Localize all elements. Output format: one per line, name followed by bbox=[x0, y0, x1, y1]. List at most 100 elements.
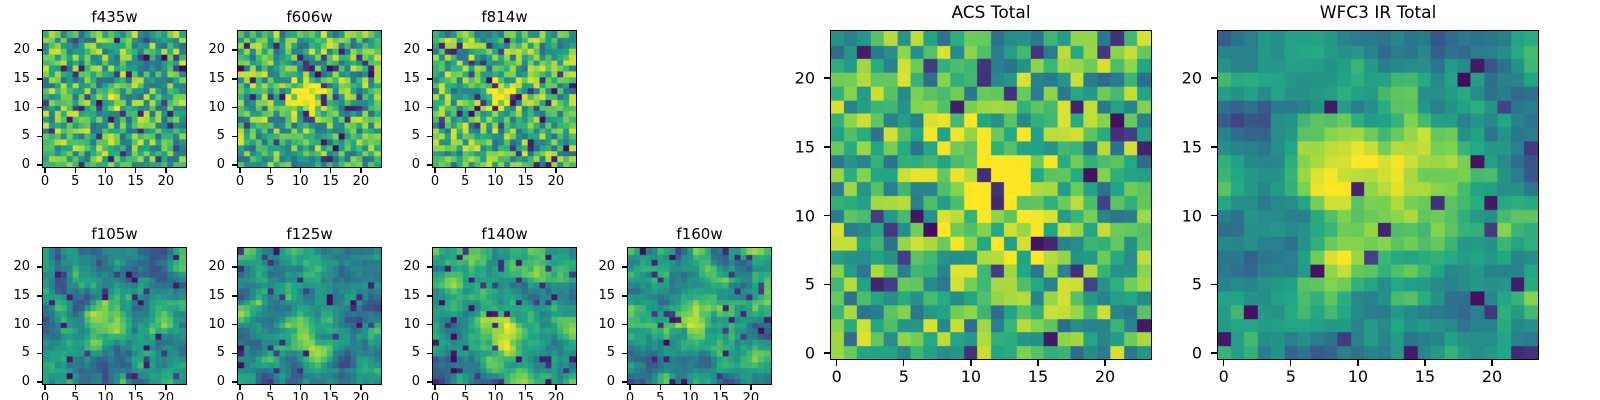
heatmap-plot bbox=[627, 247, 772, 385]
x-tick-mark bbox=[165, 385, 167, 390]
y-tick-label: 5 bbox=[21, 128, 30, 144]
y-tick-label: 15 bbox=[403, 287, 420, 303]
y-tick-mark bbox=[37, 106, 42, 109]
y-tick-mark bbox=[232, 78, 237, 80]
panel-f105w: f105w 0 5 10 15 20 0 5 10 15 20 bbox=[13, 225, 187, 400]
x-tick-mark bbox=[1223, 360, 1225, 366]
y-tick-label: 5 bbox=[216, 345, 225, 361]
y-tick-label: 5 bbox=[606, 345, 615, 361]
y-tick-mark bbox=[232, 323, 237, 326]
y-tick-mark bbox=[824, 77, 830, 79]
heatmap-plot bbox=[432, 247, 577, 385]
x-tick-label: 0 bbox=[831, 367, 842, 386]
y-tick-label: 20 bbox=[208, 259, 225, 275]
y-tick-label: 10 bbox=[403, 99, 420, 115]
x-tick-label: 15 bbox=[322, 391, 339, 400]
x-tick-mark bbox=[239, 168, 241, 173]
x-tick-label: 5 bbox=[71, 174, 80, 189]
panel-acs-total: ACS Total 0 5 10 15 20 0 5 10 15 20 bbox=[795, 4, 1152, 385]
x-tick-mark bbox=[1491, 360, 1493, 366]
x-tick-mark bbox=[903, 360, 905, 366]
x-tick-mark bbox=[1357, 360, 1359, 366]
y-tick-mark bbox=[1211, 214, 1217, 217]
x-tick-label: 20 bbox=[157, 391, 175, 400]
y-tick-mark bbox=[824, 214, 830, 217]
y-tick-mark bbox=[427, 49, 432, 51]
y-tick-mark bbox=[622, 381, 627, 383]
panel-title: f606w bbox=[286, 8, 333, 26]
panel-f814w: f814w 0 5 10 15 20 0 5 10 15 20 bbox=[403, 8, 577, 189]
y-tick-mark bbox=[232, 49, 237, 51]
x-tick-mark bbox=[629, 385, 631, 390]
y-tick-mark bbox=[824, 283, 830, 286]
x-tick-label: 10 bbox=[682, 391, 699, 400]
y-tick-mark bbox=[232, 266, 237, 268]
y-tick-label: 10 bbox=[403, 316, 420, 332]
y-tick-mark bbox=[37, 352, 42, 355]
y-tick-mark bbox=[37, 295, 42, 297]
panel-title: f125w bbox=[286, 225, 333, 243]
y-tick-mark bbox=[37, 266, 42, 268]
x-tick-label: 0 bbox=[430, 391, 440, 400]
y-tick-mark bbox=[1211, 352, 1217, 354]
x-tick-label: 0 bbox=[235, 391, 245, 400]
panel-f125w: f125w 0 5 10 15 20 0 5 10 15 20 bbox=[208, 225, 382, 400]
y-tick-mark bbox=[427, 266, 432, 268]
y-tick-mark bbox=[622, 352, 627, 355]
x-tick-label: 5 bbox=[266, 174, 275, 189]
y-tick-label: 5 bbox=[1191, 274, 1202, 294]
y-tick-mark bbox=[427, 78, 432, 80]
x-tick-label: 0 bbox=[40, 174, 50, 189]
x-tick-mark bbox=[134, 385, 137, 390]
x-tick-mark bbox=[836, 360, 838, 366]
y-tick-label: 20 bbox=[208, 42, 225, 58]
y-tick-mark bbox=[1211, 283, 1217, 286]
x-tick-mark bbox=[494, 385, 497, 390]
y-tick-mark bbox=[37, 49, 42, 51]
panel-title: ACS Total bbox=[951, 3, 1031, 23]
heatmap-plot bbox=[1217, 30, 1539, 360]
x-tick-label: 10 bbox=[1347, 367, 1369, 386]
panel-wfc3-ir-total: WFC3 IR Total 0 5 10 15 20 0 5 10 15 20 bbox=[1182, 4, 1539, 385]
x-tick-label: 5 bbox=[71, 391, 80, 400]
heatmap-canvas bbox=[238, 248, 381, 384]
x-tick-label: 0 bbox=[430, 174, 440, 189]
y-tick-mark bbox=[622, 266, 627, 268]
x-tick-mark bbox=[134, 168, 137, 173]
x-tick-label: 5 bbox=[656, 391, 665, 400]
x-tick-mark bbox=[44, 385, 46, 390]
x-tick-mark bbox=[434, 168, 436, 173]
y-tick-label: 15 bbox=[208, 70, 225, 86]
x-tick-mark bbox=[299, 168, 302, 173]
heatmap-canvas bbox=[433, 248, 576, 384]
x-tick-label: 15 bbox=[517, 174, 534, 189]
y-tick-mark bbox=[232, 381, 237, 383]
y-tick-label: 10 bbox=[13, 99, 30, 115]
y-tick-mark bbox=[427, 164, 432, 166]
y-tick-mark bbox=[37, 135, 42, 138]
heatmap-canvas bbox=[831, 31, 1151, 359]
y-tick-label: 10 bbox=[13, 316, 30, 332]
x-tick-label: 10 bbox=[292, 174, 309, 189]
x-tick-mark bbox=[970, 360, 972, 366]
y-tick-label: 20 bbox=[13, 259, 30, 275]
x-tick-label: 20 bbox=[547, 174, 565, 189]
x-tick-mark bbox=[555, 168, 557, 173]
y-tick-label: 15 bbox=[13, 70, 30, 86]
y-tick-label: 20 bbox=[403, 259, 420, 275]
x-tick-mark bbox=[104, 168, 107, 173]
x-tick-mark bbox=[360, 168, 362, 173]
y-tick-label: 0 bbox=[411, 374, 420, 390]
x-tick-label: 0 bbox=[1218, 367, 1229, 386]
y-tick-label: 5 bbox=[216, 128, 225, 144]
heatmap-plot bbox=[42, 247, 187, 385]
x-tick-label: 5 bbox=[898, 367, 909, 386]
x-tick-label: 10 bbox=[97, 391, 114, 400]
y-tick-mark bbox=[37, 78, 42, 80]
heatmap-plot bbox=[237, 247, 382, 385]
x-tick-mark bbox=[689, 385, 692, 390]
y-tick-label: 20 bbox=[403, 42, 420, 58]
y-tick-label: 10 bbox=[208, 99, 225, 115]
panel-title: f160w bbox=[676, 225, 723, 243]
